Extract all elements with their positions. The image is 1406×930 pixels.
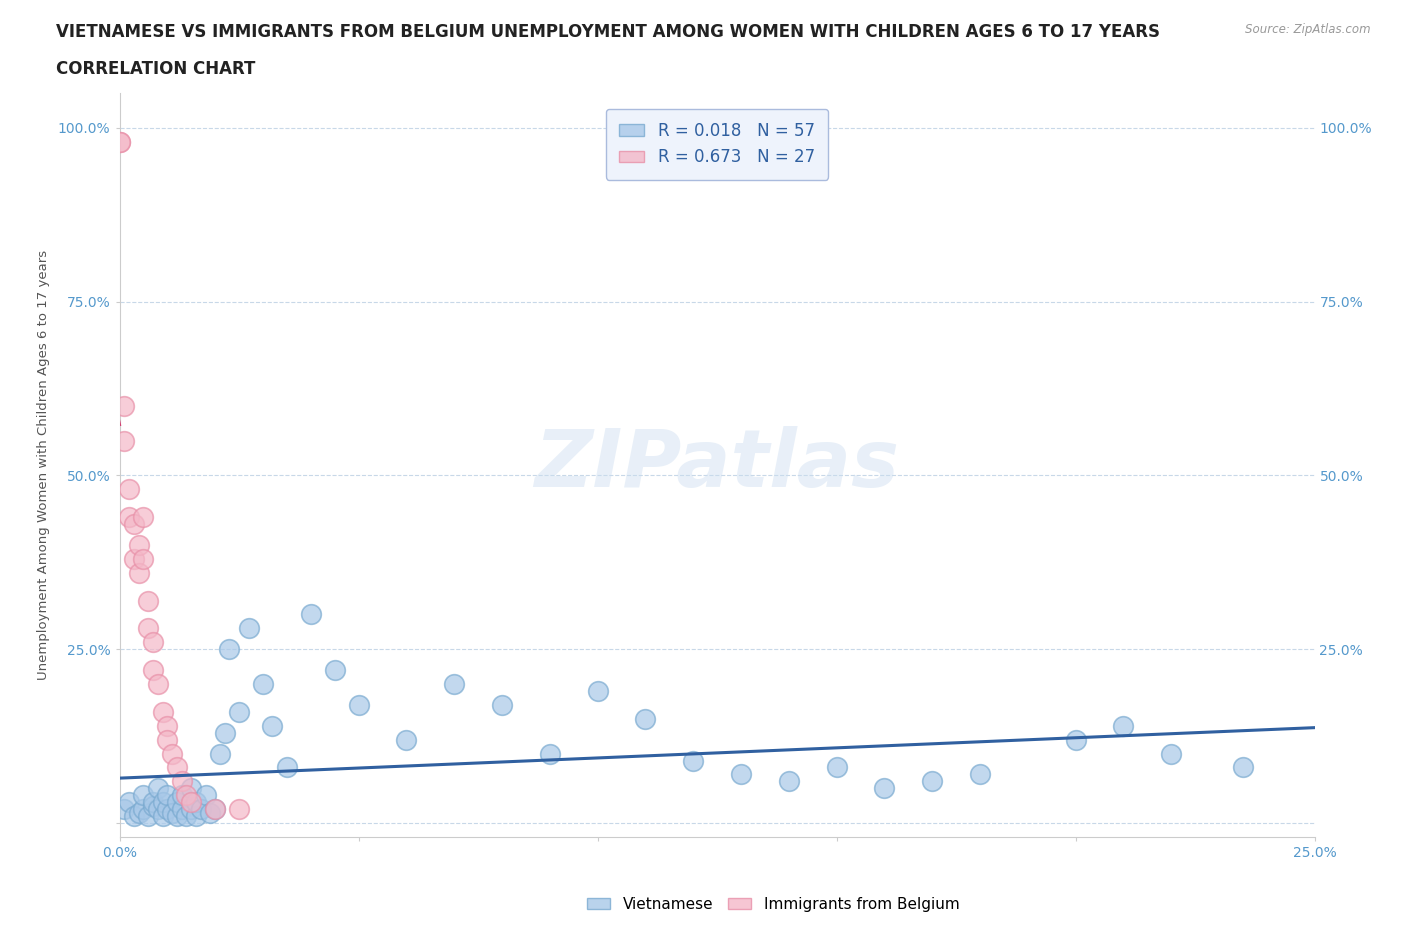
Point: [118, 795, 141, 810]
Point: [969, 767, 991, 782]
Point: [778, 774, 800, 789]
Point: [132, 510, 155, 525]
Point: [176, 809, 198, 824]
Point: [160, 805, 183, 820]
Point: [395, 732, 418, 747]
Point: [1112, 718, 1135, 733]
Point: [634, 711, 657, 726]
Point: [156, 732, 179, 747]
Point: [122, 551, 145, 566]
Point: [152, 704, 174, 719]
Point: [190, 802, 212, 817]
Point: [142, 663, 165, 678]
Text: CORRELATION CHART: CORRELATION CHART: [56, 60, 256, 78]
Point: [108, 134, 131, 149]
Point: [170, 774, 193, 789]
Point: [184, 809, 207, 824]
Point: [170, 788, 193, 803]
Point: [825, 760, 848, 775]
Point: [166, 795, 188, 810]
Point: [180, 781, 202, 796]
Point: [146, 802, 169, 817]
Point: [166, 809, 188, 824]
Point: [118, 510, 141, 525]
Point: [142, 635, 165, 650]
Legend: R = 0.018   N = 57, R = 0.673   N = 27: R = 0.018 N = 57, R = 0.673 N = 27: [606, 109, 828, 179]
Legend: Vietnamese, Immigrants from Belgium: Vietnamese, Immigrants from Belgium: [581, 891, 966, 918]
Point: [128, 805, 150, 820]
Point: [108, 134, 131, 149]
Point: [194, 788, 217, 803]
Point: [122, 517, 145, 532]
Point: [218, 642, 240, 657]
Point: [299, 607, 322, 622]
Point: [160, 746, 183, 761]
Point: [136, 621, 159, 636]
Point: [228, 802, 250, 817]
Point: [252, 677, 274, 692]
Point: [136, 809, 159, 824]
Point: [1064, 732, 1087, 747]
Point: [538, 746, 561, 761]
Point: [208, 746, 231, 761]
Point: [142, 795, 165, 810]
Point: [132, 802, 155, 817]
Point: [112, 802, 135, 817]
Point: [921, 774, 943, 789]
Point: [180, 802, 202, 817]
Point: [146, 677, 169, 692]
Point: [112, 433, 135, 448]
Point: [122, 809, 145, 824]
Point: [128, 565, 150, 580]
Point: [132, 551, 155, 566]
Y-axis label: Unemployment Among Women with Children Ages 6 to 17 years: Unemployment Among Women with Children A…: [37, 250, 49, 680]
Point: [132, 788, 155, 803]
Point: [166, 760, 188, 775]
Point: [184, 795, 207, 810]
Point: [142, 798, 165, 813]
Point: [156, 802, 179, 817]
Point: [200, 805, 222, 820]
Point: [443, 677, 465, 692]
Point: [180, 795, 202, 810]
Point: [152, 795, 174, 810]
Point: [682, 753, 704, 768]
Point: [128, 538, 150, 552]
Point: [176, 788, 198, 803]
Text: Source: ZipAtlas.com: Source: ZipAtlas.com: [1246, 23, 1371, 36]
Point: [118, 482, 141, 497]
Point: [730, 767, 752, 782]
Point: [873, 781, 896, 796]
Point: [228, 704, 250, 719]
Point: [204, 802, 226, 817]
Point: [146, 781, 169, 796]
Point: [1160, 746, 1182, 761]
Point: [156, 788, 179, 803]
Point: [347, 698, 370, 712]
Point: [112, 398, 135, 413]
Point: [170, 802, 193, 817]
Point: [1232, 760, 1254, 775]
Text: ZIPatlas: ZIPatlas: [534, 426, 900, 504]
Point: [238, 621, 260, 636]
Point: [156, 718, 179, 733]
Point: [152, 809, 174, 824]
Point: [204, 802, 226, 817]
Point: [214, 725, 236, 740]
Point: [262, 718, 284, 733]
Point: [586, 684, 609, 698]
Text: VIETNAMESE VS IMMIGRANTS FROM BELGIUM UNEMPLOYMENT AMONG WOMEN WITH CHILDREN AGE: VIETNAMESE VS IMMIGRANTS FROM BELGIUM UN…: [56, 23, 1160, 41]
Point: [491, 698, 513, 712]
Point: [276, 760, 298, 775]
Point: [323, 663, 346, 678]
Point: [136, 593, 159, 608]
